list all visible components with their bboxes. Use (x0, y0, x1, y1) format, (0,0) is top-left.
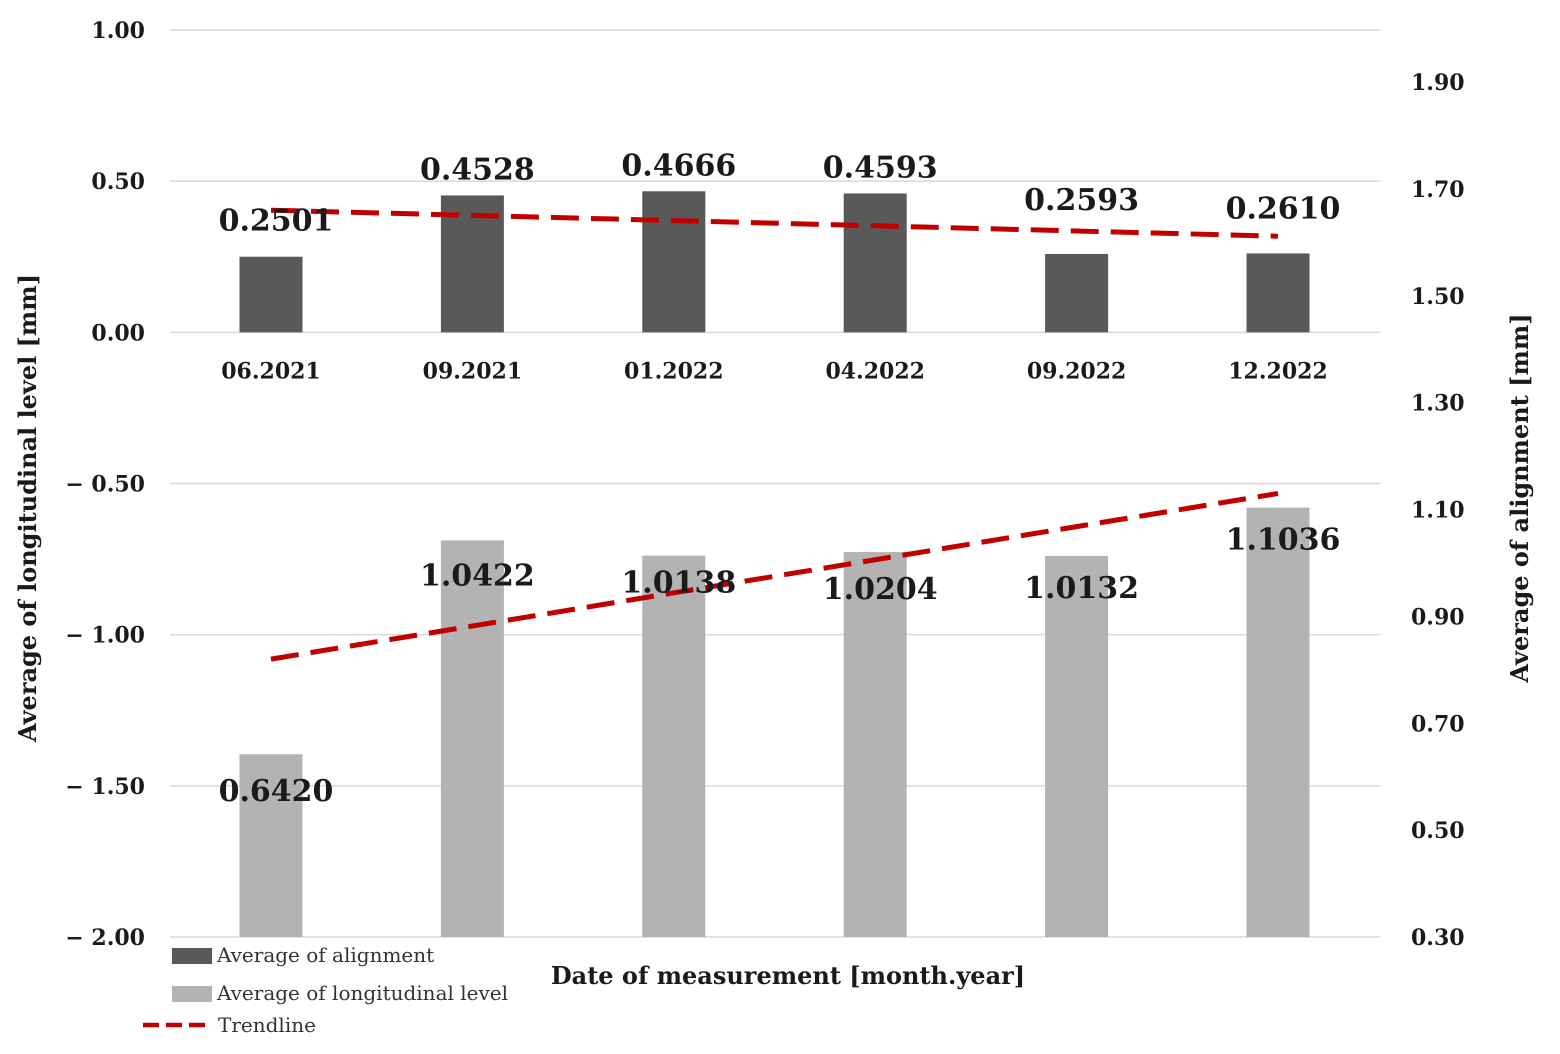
data-label-longitudinal: 1.0422 (420, 558, 535, 593)
x-tick-label: 09.2021 (423, 358, 523, 384)
y-tick-label-right: 1.70 (1411, 177, 1465, 203)
y-tick-label-left: 1.00 (91, 18, 145, 44)
bar-longitudinal (239, 754, 303, 937)
y-tick-label-right: 1.50 (1411, 284, 1465, 310)
y-tick-label-left: 0.00 (91, 320, 145, 346)
y-tick-label-right: 0.90 (1411, 604, 1465, 630)
x-tick-label: 04.2022 (825, 358, 925, 384)
bar-alignment (642, 191, 706, 333)
data-label-longitudinal: 1.0204 (823, 572, 938, 607)
data-labels: 0.2501 0.4528 0.4666 0.4593 0.2593 0.2610 0.64… (219, 148, 1341, 809)
data-label-alignment: 0.2501 (219, 204, 334, 239)
legend-label-alignment: Average of alignment (216, 943, 434, 967)
y-tick-label-right: 1.90 (1411, 70, 1465, 96)
bars (239, 191, 1310, 937)
y-tick-label-left: − 2.00 (65, 925, 145, 951)
y-axis-title-right: Average of alignment [mm] (1505, 313, 1534, 683)
bar-longitudinal (1246, 507, 1310, 937)
legend-swatch-longitudinal (172, 986, 212, 1002)
data-label-alignment: 0.4666 (621, 148, 736, 183)
x-tick-label: 06.2021 (221, 358, 321, 384)
y-tick-label-left: − 0.50 (65, 472, 145, 498)
y-tick-label-right: 0.30 (1411, 925, 1465, 951)
bar-longitudinal (642, 555, 706, 937)
y-tick-label-right: 0.50 (1411, 818, 1465, 844)
bar-alignment (1045, 253, 1109, 333)
data-label-alignment: 0.2593 (1024, 183, 1139, 218)
bar-alignment (843, 193, 907, 333)
trendline-longitudinal (270, 491, 1279, 662)
y-tick-label-left: − 1.50 (65, 774, 145, 800)
y-axis-title-left: Average of longitudinal level [mm] (13, 274, 42, 743)
trendline-alignment (270, 207, 1279, 239)
data-label-longitudinal: 1.0138 (621, 566, 736, 601)
tick-labels: 1.00 0.50 0.00 − 0.50 − 1.00 − 1.50 − 2.00 1.90… (65, 18, 1464, 951)
bar-longitudinal (1045, 555, 1109, 937)
y-tick-label-right: 1.30 (1411, 391, 1465, 417)
trendlines (270, 207, 1279, 662)
legend-label-trendline: Trendline (218, 1013, 316, 1037)
x-tick-label: 09.2022 (1027, 358, 1127, 384)
y-tick-label-right: 1.10 (1411, 498, 1465, 524)
bar-alignment (239, 256, 303, 333)
legend-swatch-alignment (172, 948, 212, 964)
bar-alignment (1246, 253, 1310, 333)
data-label-alignment: 0.4593 (823, 150, 938, 185)
y-tick-label-right: 0.70 (1411, 711, 1465, 737)
y-tick-label-left: 0.50 (91, 169, 145, 195)
y-tick-label-left: − 1.00 (65, 623, 145, 649)
data-label-longitudinal: 0.6420 (219, 774, 334, 809)
bar-longitudinal (843, 552, 907, 937)
data-label-longitudinal: 1.1036 (1226, 523, 1341, 558)
bar-longitudinal (440, 540, 504, 937)
legend-label-longitudinal: Average of longitudinal level (216, 981, 508, 1005)
data-label-longitudinal: 1.0132 (1024, 571, 1139, 606)
legend: Average of alignment Average of longitud… (143, 943, 508, 1037)
x-tick-label: 12.2022 (1228, 358, 1328, 384)
x-tick-label: 01.2022 (624, 358, 724, 384)
gridlines (170, 29, 1380, 938)
x-axis-title: Date of measurement [month.year] (551, 961, 1025, 990)
data-label-alignment: 0.2610 (1226, 191, 1341, 226)
data-label-alignment: 0.4528 (420, 152, 535, 187)
